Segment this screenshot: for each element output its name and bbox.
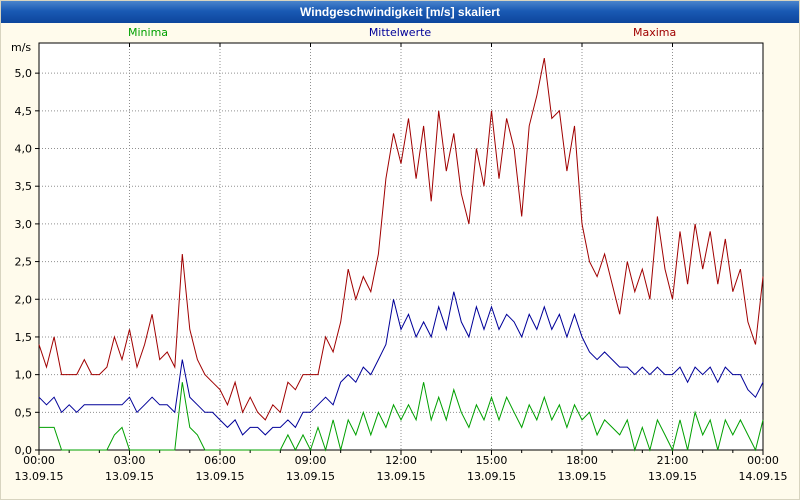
y-tick-label: 2,5 (15, 256, 33, 269)
x-tick-date-label: 13.09.15 (467, 470, 516, 483)
series-line-minima (39, 382, 764, 452)
series-line-maxima (38, 58, 764, 421)
x-tick-time-label: 09:00 (295, 454, 327, 467)
series-line-mittelwerte (38, 291, 764, 436)
x-tick-date-label: 13.09.15 (286, 470, 335, 483)
y-tick-label: 4,5 (15, 105, 33, 118)
chart-title: Windgeschwindigkeit [m/s] skaliert (300, 5, 500, 19)
x-tick-date-label: 13.09.15 (558, 470, 607, 483)
x-tick-date-label: 13.09.15 (105, 470, 154, 483)
y-tick-label: 5,0 (15, 67, 33, 80)
y-tick-label: 1,5 (15, 331, 33, 344)
x-tick-time-label: 03:00 (114, 454, 146, 467)
x-tick-time-label: 18:00 (566, 454, 598, 467)
title-bar: Windgeschwindigkeit [m/s] skaliert (1, 1, 799, 23)
legend-label-maxima: Maxima (633, 26, 677, 39)
x-tick-time-label: 21:00 (657, 454, 689, 467)
y-tick-label: 2,0 (15, 293, 33, 306)
plot-frame (38, 42, 764, 451)
chart-legend: Minima Mittelwerte Maxima (1, 26, 799, 40)
x-tick-time-label: 06:00 (204, 454, 236, 467)
x-tick-time-label: 00:00 (747, 454, 779, 467)
x-tick-date-label: 13.09.15 (648, 470, 697, 483)
y-tick-label: 0,0 (15, 444, 33, 457)
y-tick-label: 3,0 (15, 218, 33, 231)
y-tick-label: 4,0 (15, 143, 33, 156)
y-axis-unit-label: m/s (11, 41, 31, 54)
x-tick-time-label: 15:00 (476, 454, 508, 467)
x-tick-date-label: 13.09.15 (377, 470, 426, 483)
x-tick-time-label: 12:00 (385, 454, 417, 467)
y-tick-label: 1,0 (15, 369, 33, 382)
x-tick-time-label: 00:00 (23, 454, 55, 467)
legend-label-minima: Minima (128, 26, 169, 39)
x-tick-date-label: 14.09.15 (739, 470, 788, 483)
y-tick-label: 0,5 (15, 406, 33, 419)
y-tick-label: 3,5 (15, 180, 33, 193)
legend-label-mittelwerte: Mittelwerte (368, 26, 432, 39)
x-tick-date-label: 13.09.15 (15, 470, 64, 483)
x-tick-date-label: 13.09.15 (196, 470, 245, 483)
